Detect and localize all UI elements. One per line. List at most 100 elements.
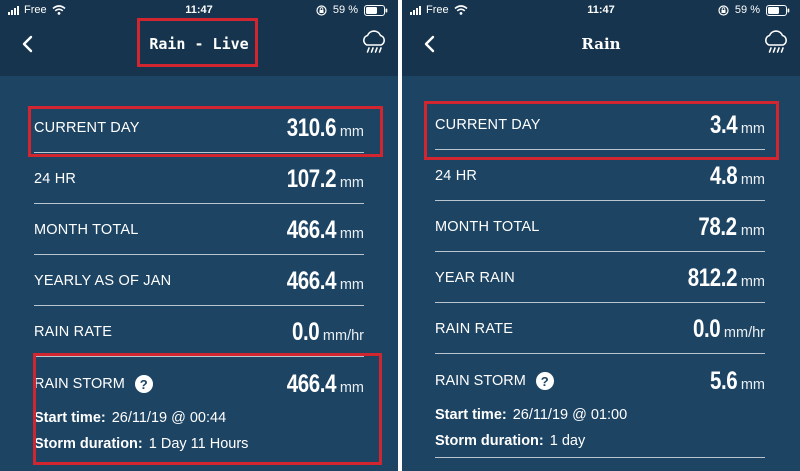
rain-storm-section: RAIN STORM? 466.4 mm Start time: 26/11/19 …: [34, 366, 364, 454]
rain-storm-highlight-box: [33, 353, 382, 465]
rain-cloud-icon[interactable]: [762, 30, 790, 56]
storm-header: RAIN STORM? 466.4 mm: [34, 366, 364, 402]
wifi-icon: [52, 5, 66, 15]
value-number: 4.8: [709, 161, 738, 190]
rain-live-screen: Free 11:47 59 % Rain - Live CURRENT DAY …: [0, 0, 398, 471]
value-number: 466.4: [286, 215, 337, 244]
carrier-name: Free: [426, 4, 449, 16]
back-chevron-icon[interactable]: [422, 34, 438, 54]
value-unit: mm: [740, 376, 765, 393]
start-time-label: Start time:: [34, 410, 106, 426]
help-icon[interactable]: ?: [134, 375, 153, 393]
rotation-lock-icon: [718, 4, 729, 16]
value-number: 5.6: [709, 366, 738, 395]
storm-duration: Storm duration: 1 day: [435, 433, 765, 451]
storm-label: RAIN STORM: [435, 373, 526, 389]
start-time-value: 26/11/19 @ 01:00: [512, 407, 628, 423]
start-time-value: 26/11/19 @ 00:44: [111, 410, 227, 426]
value-number: 812.2: [687, 263, 738, 292]
duration-label: Storm duration:: [34, 436, 143, 452]
rain-cloud-icon[interactable]: [360, 30, 388, 56]
value-unit: mm: [339, 379, 364, 396]
row-value: 4.8 mm: [704, 162, 765, 191]
row-month-total: MONTH TOTAL 466.4 mm: [34, 206, 364, 255]
row-value: 466.4 mm: [276, 267, 364, 296]
page-title: Rain - Live: [149, 35, 249, 53]
row-label: YEARLY AS OF JAN: [34, 273, 172, 289]
value-unit: mm: [740, 273, 765, 290]
duration-label: Storm duration:: [435, 433, 544, 449]
carrier-group: Free: [8, 4, 66, 16]
status-time: 11:47: [185, 4, 213, 16]
value-number: 0.0: [291, 317, 320, 346]
row-yearly: YEARLY AS OF JAN 466.4 mm: [34, 257, 364, 306]
current-day-highlight-box: [28, 106, 383, 157]
start-time-label: Start time:: [435, 407, 507, 423]
battery-icon: [766, 4, 790, 16]
row-value: 78.2 mm: [690, 213, 765, 242]
help-icon[interactable]: ?: [535, 372, 554, 390]
row-current-day: CURRENT DAY 310.6 mm: [34, 104, 364, 153]
nav-bar: Rain: [402, 22, 800, 66]
app-header: Free 11:47 59 % Rain - Live: [0, 0, 398, 76]
duration-value: 1 Day 11 Hours: [148, 436, 249, 452]
value-number: 466.4: [286, 369, 337, 398]
status-time: 11:47: [587, 4, 615, 16]
status-right: 59 %: [718, 4, 790, 16]
signal-icon: [410, 5, 421, 15]
value-number: 466.4: [286, 266, 337, 295]
row-24-hr: 24 HR 4.8 mm: [435, 152, 765, 201]
page-title: Rain: [581, 35, 621, 53]
value-unit: mm: [740, 120, 765, 137]
row-label: CURRENT DAY: [435, 117, 541, 133]
status-bar: Free 11:47 59 %: [402, 0, 800, 20]
value-number: 3.4: [709, 110, 738, 139]
row-label: 24 HR: [435, 168, 478, 184]
carrier-group: Free: [410, 4, 468, 16]
storm-start-time: Start time: 26/11/19 @ 00:44: [34, 410, 364, 428]
row-value: 466.4 mm: [276, 216, 364, 245]
value-number: 0.0: [692, 314, 721, 343]
signal-icon: [8, 5, 19, 15]
row-label: MONTH TOTAL: [34, 222, 139, 238]
row-label: CURRENT DAY: [34, 120, 140, 136]
storm-duration: Storm duration: 1 Day 11 Hours: [34, 436, 364, 454]
value-number: 310.6: [286, 113, 337, 142]
value-unit: mm/hr: [723, 324, 765, 341]
storm-label: RAIN STORM: [34, 376, 125, 392]
value-unit: mm: [740, 171, 765, 188]
storm-value: 5.6 mm: [704, 367, 765, 396]
row-label: YEAR RAIN: [435, 270, 515, 286]
row-value: 107.2 mm: [276, 165, 364, 194]
value-unit: mm/hr: [322, 327, 364, 344]
row-value: 812.2 mm: [677, 264, 765, 293]
row-year-rain: YEAR RAIN 812.2 mm: [435, 254, 765, 303]
row-value: 0.0 mm/hr: [687, 315, 765, 344]
storm-start-time: Start time: 26/11/19 @ 01:00: [435, 407, 765, 425]
row-value: 0.0 mm/hr: [286, 318, 364, 347]
nav-bar: Rain - Live: [0, 22, 398, 66]
row-label: RAIN RATE: [34, 324, 113, 340]
status-bar: Free 11:47 59 %: [0, 0, 398, 20]
storm-value: 466.4 mm: [276, 370, 364, 399]
row-24-hr: 24 HR 107.2 mm: [34, 155, 364, 204]
storm-label-group: RAIN STORM?: [34, 375, 153, 393]
storm-label-group: RAIN STORM?: [435, 372, 554, 390]
value-number: 78.2: [698, 212, 738, 241]
row-label: 24 HR: [34, 171, 77, 187]
row-rain-rate: RAIN RATE 0.0 mm/hr: [435, 305, 765, 354]
battery-percent: 59 %: [734, 4, 760, 16]
battery-icon: [364, 4, 388, 16]
row-value: 310.6 mm: [276, 114, 364, 143]
value-unit: mm: [339, 276, 364, 293]
title-highlight-box: [137, 18, 258, 67]
row-month-total: MONTH TOTAL 78.2 mm: [435, 203, 765, 252]
back-chevron-icon[interactable]: [20, 34, 36, 54]
value-number: 107.2: [286, 164, 337, 193]
row-rain-rate: RAIN RATE 0.0 mm/hr: [34, 308, 364, 357]
rotation-lock-icon: [316, 4, 327, 16]
wifi-icon: [454, 5, 468, 15]
storm-header: RAIN STORM? 5.6 mm: [435, 363, 765, 399]
row-label: RAIN RATE: [435, 321, 514, 337]
